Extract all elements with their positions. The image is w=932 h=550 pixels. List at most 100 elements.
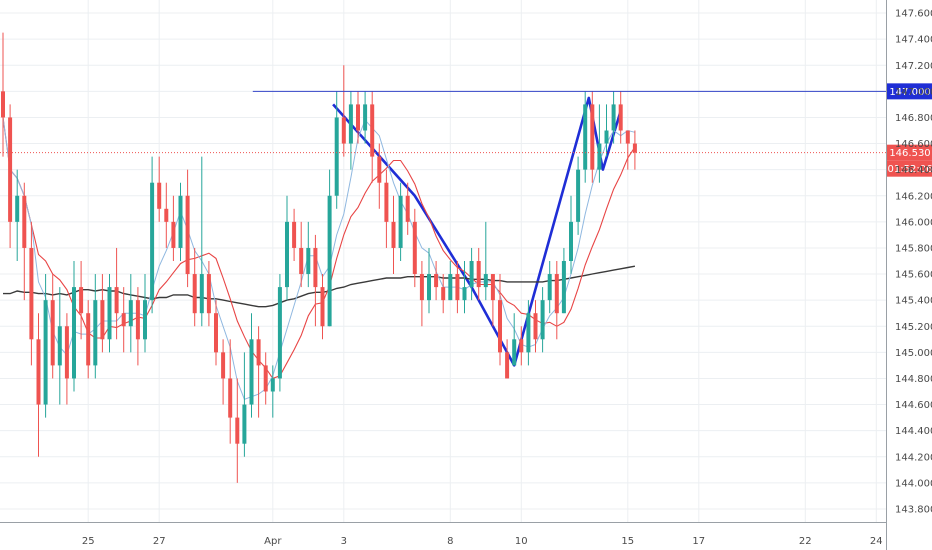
x-tick-label: 15 bbox=[621, 536, 634, 547]
countdown-badge: 01:52:06 bbox=[888, 164, 932, 175]
candle-body bbox=[398, 195, 403, 248]
y-tick-label: 146.000 bbox=[895, 217, 932, 228]
candle-body bbox=[583, 104, 588, 170]
candle-body bbox=[235, 417, 240, 444]
candle-body bbox=[540, 300, 545, 340]
candle-body bbox=[356, 104, 360, 131]
candle-body bbox=[476, 261, 481, 288]
candle-body bbox=[341, 117, 346, 144]
candle-body bbox=[625, 130, 630, 144]
candle-body bbox=[569, 221, 573, 261]
resistance-badge: 147.000 bbox=[889, 87, 930, 98]
candle-body bbox=[512, 339, 517, 366]
x-tick-label: 22 bbox=[799, 536, 812, 547]
candle-body bbox=[377, 156, 382, 183]
candle-body bbox=[57, 326, 62, 366]
candle-body bbox=[590, 104, 595, 170]
candle-body bbox=[256, 339, 261, 366]
candle-body bbox=[214, 313, 218, 353]
candle-body bbox=[15, 195, 20, 222]
candle-body bbox=[327, 195, 332, 327]
candle-body bbox=[348, 104, 353, 144]
axis-corner bbox=[887, 523, 932, 550]
x-tick-label: 27 bbox=[153, 536, 166, 547]
candle-body bbox=[363, 104, 368, 131]
candle-body bbox=[228, 378, 233, 418]
x-tick-label: 3 bbox=[341, 536, 347, 547]
candle-body bbox=[114, 287, 119, 314]
x-tick-label: 17 bbox=[692, 536, 705, 547]
candle-body bbox=[462, 287, 467, 301]
candle-body bbox=[157, 182, 162, 209]
candle-body bbox=[576, 169, 581, 222]
candle-body bbox=[79, 287, 84, 314]
candle-body bbox=[263, 365, 268, 392]
y-tick-label: 147.600 bbox=[895, 9, 932, 20]
candle-body bbox=[441, 287, 446, 301]
y-tick-label: 144.200 bbox=[895, 452, 932, 463]
y-tick-label: 145.000 bbox=[895, 348, 932, 359]
last-price-badge-bg bbox=[887, 144, 932, 161]
candle-body bbox=[526, 313, 531, 353]
candle-body bbox=[192, 274, 197, 314]
candle-body bbox=[185, 195, 190, 275]
candle-body bbox=[299, 247, 304, 275]
y-tick-label: 145.800 bbox=[895, 243, 932, 254]
candle-body bbox=[405, 195, 410, 222]
candle-body bbox=[50, 300, 55, 366]
candle-body bbox=[384, 182, 389, 222]
candle-body bbox=[285, 221, 289, 288]
y-tick-label: 144.800 bbox=[895, 374, 932, 385]
candle-body bbox=[121, 313, 126, 327]
candle-body bbox=[22, 195, 27, 248]
candle-body bbox=[8, 117, 13, 222]
candle-body bbox=[249, 339, 254, 405]
candle-body bbox=[135, 300, 140, 340]
y-tick-label: 146.400 bbox=[895, 165, 932, 176]
candle-body bbox=[320, 287, 325, 327]
candle-body bbox=[561, 261, 566, 314]
y-tick-label: 146.600 bbox=[895, 139, 932, 150]
countdown-badge-bg bbox=[887, 160, 932, 177]
y-tick-label: 145.200 bbox=[895, 322, 932, 333]
y-tick-label: 144.000 bbox=[895, 478, 932, 489]
candle-body bbox=[1, 91, 5, 118]
candle-body bbox=[292, 221, 297, 248]
candle-body bbox=[206, 274, 211, 314]
candle-body bbox=[427, 274, 431, 301]
candle-body bbox=[483, 274, 488, 288]
candle-body bbox=[505, 352, 510, 379]
x-tick-label: 8 bbox=[447, 536, 453, 547]
candle-body bbox=[490, 274, 495, 301]
candle-body bbox=[632, 143, 637, 153]
candle-body bbox=[533, 313, 538, 340]
last-price-badge: 146.530 bbox=[889, 148, 930, 159]
candle-body bbox=[270, 378, 275, 392]
x-tick-label: 24 bbox=[870, 536, 883, 547]
candle-body bbox=[150, 182, 155, 301]
x-tick-label: Apr bbox=[264, 536, 282, 547]
candle-body bbox=[242, 404, 247, 444]
y-tick-label: 143.800 bbox=[895, 504, 932, 515]
y-tick-label: 146.800 bbox=[895, 113, 932, 124]
candle-body bbox=[469, 261, 474, 288]
candle-body bbox=[547, 274, 552, 301]
y-tick-label: 145.400 bbox=[895, 296, 932, 307]
candle-body bbox=[86, 313, 91, 366]
candle-body bbox=[412, 221, 417, 275]
candle-body bbox=[277, 287, 282, 379]
candle-body bbox=[164, 208, 169, 222]
candle-body bbox=[448, 274, 453, 301]
candle-body bbox=[64, 326, 69, 379]
candle-body bbox=[43, 300, 48, 405]
candle-body bbox=[221, 352, 226, 379]
candle-body bbox=[554, 274, 559, 314]
candle-body bbox=[36, 339, 41, 405]
candle-body bbox=[171, 221, 176, 248]
candle-body bbox=[72, 287, 76, 379]
candle-body bbox=[100, 300, 105, 340]
candle-body bbox=[604, 130, 609, 144]
y-tick-label: 144.600 bbox=[895, 400, 932, 411]
